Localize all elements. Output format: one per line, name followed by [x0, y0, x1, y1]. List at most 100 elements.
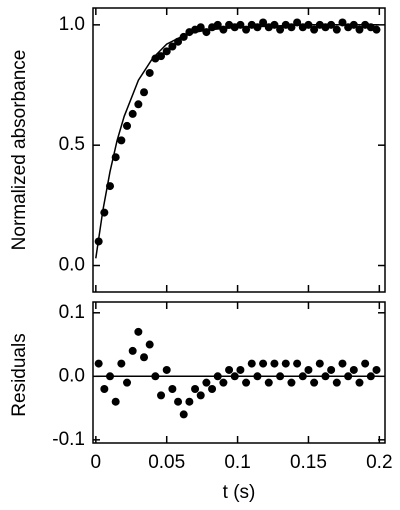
- data-point: [202, 28, 211, 37]
- data-point: [128, 109, 137, 118]
- data-point: [94, 237, 103, 246]
- data-point: [287, 378, 296, 387]
- data-point: [349, 365, 358, 374]
- data-point: [219, 25, 228, 34]
- data-point: [264, 378, 273, 387]
- data-point: [196, 391, 205, 400]
- data-point: [140, 353, 149, 362]
- data-point: [219, 378, 228, 387]
- x-tick-label: 0.05: [148, 452, 185, 473]
- data-point: [134, 327, 143, 336]
- data-point: [293, 359, 302, 368]
- data-point: [168, 385, 177, 394]
- data-point: [332, 378, 341, 387]
- data-point: [162, 47, 171, 56]
- x-tick-label: 0.1: [224, 452, 250, 473]
- x-tick-label: 0: [91, 452, 102, 473]
- data-point: [157, 52, 166, 61]
- data-point: [157, 391, 166, 400]
- data-point: [236, 20, 245, 29]
- data-point: [117, 359, 126, 368]
- data-point: [213, 20, 222, 29]
- data-point: [168, 42, 177, 51]
- data-point: [123, 378, 132, 387]
- plot-frame: [92, 301, 386, 444]
- plot-frame: [92, 7, 386, 293]
- data-point: [179, 410, 188, 419]
- data-point: [145, 340, 154, 349]
- data-point: [213, 372, 222, 381]
- data-point: [111, 397, 120, 406]
- data-point: [247, 359, 256, 368]
- data-point: [140, 88, 149, 97]
- y-tick-label: 0.1: [59, 302, 85, 323]
- data-point: [355, 25, 364, 34]
- data-point: [310, 25, 319, 34]
- data-point: [259, 359, 268, 368]
- data-point: [327, 365, 336, 374]
- data-point: [287, 23, 296, 32]
- data-point: [151, 372, 160, 381]
- data-point: [111, 153, 120, 162]
- data-point: [225, 365, 234, 374]
- y-tick-label: 0.0: [59, 365, 85, 386]
- data-point: [259, 18, 268, 27]
- y-tick-label: 0.5: [59, 134, 85, 155]
- fit-line: [95, 24, 380, 259]
- data-point: [242, 378, 251, 387]
- data-point: [270, 20, 279, 29]
- data-point: [366, 372, 375, 381]
- data-point: [349, 20, 358, 29]
- data-point: [174, 37, 183, 46]
- data-point: [355, 378, 364, 387]
- data-point: [242, 25, 251, 34]
- data-point: [100, 385, 109, 394]
- data-point: [106, 182, 115, 191]
- data-point: [276, 25, 285, 34]
- data-point: [304, 20, 313, 29]
- y-axis-label: Residuals: [9, 333, 30, 416]
- data-point: [372, 365, 381, 374]
- data-point: [270, 359, 279, 368]
- y-tick-label: 0.0: [59, 255, 85, 276]
- data-point: [117, 136, 126, 145]
- data-point: [332, 25, 341, 34]
- data-point: [361, 359, 370, 368]
- data-point: [174, 397, 183, 406]
- data-point: [162, 365, 171, 374]
- x-tick-label: 0.15: [290, 452, 327, 473]
- data-point: [338, 359, 347, 368]
- y-tick-label: 1.0: [59, 14, 85, 35]
- data-point: [298, 372, 307, 381]
- data-point: [253, 372, 262, 381]
- data-point: [196, 23, 205, 32]
- data-point: [293, 18, 302, 27]
- data-point: [338, 18, 347, 27]
- data-point: [202, 378, 211, 387]
- x-tick-label: 0.2: [366, 452, 392, 473]
- data-point: [185, 397, 194, 406]
- data-point: [179, 32, 188, 41]
- data-point: [106, 372, 115, 381]
- data-point: [372, 25, 381, 34]
- data-point: [315, 359, 324, 368]
- data-point: [236, 365, 245, 374]
- data-point: [145, 68, 154, 77]
- data-point: [321, 372, 330, 381]
- data-point: [281, 359, 290, 368]
- data-point: [191, 385, 200, 394]
- x-axis-label: t (s): [223, 482, 256, 503]
- data-point: [276, 372, 285, 381]
- y-axis-label: Normalized absorbance: [9, 50, 30, 251]
- data-point: [208, 385, 217, 394]
- data-point: [253, 23, 262, 32]
- data-point: [310, 378, 319, 387]
- data-point: [123, 121, 132, 130]
- data-point: [128, 346, 137, 355]
- data-point: [344, 372, 353, 381]
- data-point: [327, 20, 336, 29]
- data-point: [230, 372, 239, 381]
- data-point: [134, 100, 143, 109]
- data-point: [304, 365, 313, 374]
